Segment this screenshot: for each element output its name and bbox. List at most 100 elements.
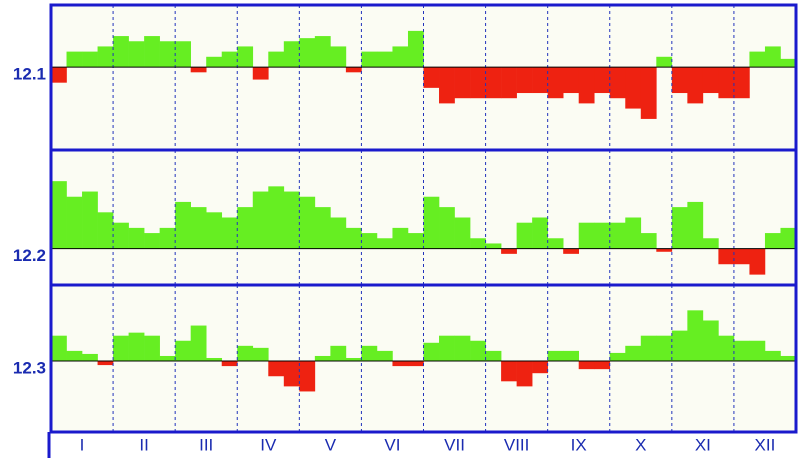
bar: [439, 207, 455, 249]
bar: [159, 41, 176, 68]
month-label: IV: [260, 435, 277, 454]
panel-label: 12.1: [13, 65, 46, 84]
bar: [764, 46, 781, 68]
bar: [392, 361, 409, 367]
bar: [547, 350, 564, 362]
bar: [128, 227, 145, 249]
bar: [454, 335, 471, 362]
bar: [299, 196, 316, 249]
bar: [423, 67, 440, 88]
bar: [501, 361, 517, 382]
bar: [470, 67, 486, 99]
bar: [190, 67, 207, 73]
bar: [345, 67, 362, 73]
bar: [563, 350, 580, 362]
bar: [625, 217, 642, 249]
bar: [392, 227, 409, 249]
bar: [345, 357, 362, 362]
bar: [532, 361, 548, 374]
panel-label: 12.2: [13, 246, 46, 265]
bar: [190, 325, 207, 362]
bar: [640, 67, 657, 119]
bar: [330, 345, 347, 362]
bar: [485, 67, 502, 99]
bar: [144, 335, 160, 362]
bar: [780, 58, 797, 68]
bar: [376, 350, 393, 362]
bar: [97, 46, 114, 68]
bar: [113, 36, 129, 68]
bar: [361, 233, 378, 249]
month-label: VIII: [504, 435, 530, 454]
bar: [175, 201, 191, 249]
bar: [361, 345, 378, 362]
bar: [206, 56, 223, 68]
bar: [470, 238, 486, 249]
bar: [237, 345, 254, 362]
month-label: VI: [384, 435, 400, 454]
bar: [113, 222, 129, 249]
bar: [423, 196, 440, 249]
bar: [128, 41, 145, 68]
bar: [780, 227, 797, 249]
bar: [190, 207, 207, 249]
bar: [764, 233, 781, 249]
bar: [671, 67, 688, 94]
bar: [159, 355, 176, 362]
bar: [113, 335, 129, 362]
bar: [82, 353, 98, 362]
bar: [578, 222, 595, 249]
bar: [66, 51, 83, 68]
bar: [749, 340, 766, 362]
month-label: III: [199, 435, 213, 454]
bar: [609, 222, 626, 249]
bar: [733, 248, 750, 265]
bar: [175, 41, 191, 68]
bar: [470, 340, 486, 362]
bar: [268, 361, 285, 377]
bar: [66, 196, 83, 249]
bar: [594, 67, 611, 94]
bar: [702, 238, 719, 249]
bar: [594, 361, 611, 370]
bar: [299, 361, 316, 392]
bar: [516, 361, 533, 387]
bar: [563, 67, 580, 94]
bar: [516, 222, 533, 249]
bar: [656, 248, 673, 252]
bar: [671, 207, 688, 249]
month-label: XII: [755, 435, 776, 454]
bar: [640, 335, 657, 362]
bar: [687, 310, 704, 362]
bar: [625, 67, 642, 109]
bar: [563, 248, 580, 254]
bar: [283, 361, 300, 387]
bar: [221, 361, 238, 367]
bar: [252, 347, 269, 362]
bar: [82, 51, 98, 68]
month-label: X: [635, 435, 646, 454]
bar: [268, 186, 285, 249]
bar: [749, 51, 766, 68]
bar: [547, 67, 564, 99]
bar: [547, 238, 564, 249]
bar: [609, 67, 626, 99]
bar: [454, 67, 471, 99]
bar: [252, 67, 269, 80]
bar: [718, 248, 735, 265]
bar: [330, 217, 347, 249]
bar: [656, 56, 673, 68]
bar: [578, 67, 595, 104]
bar: [439, 67, 455, 104]
bar: [237, 207, 254, 249]
bar: [252, 191, 269, 249]
bar: [268, 51, 285, 68]
month-label: VII: [444, 435, 465, 454]
bar: [640, 233, 657, 249]
bar: [733, 67, 750, 99]
bar: [314, 36, 331, 68]
bar: [501, 248, 517, 254]
bar: [51, 335, 67, 362]
bar: [206, 212, 223, 249]
month-label: XI: [695, 435, 711, 454]
